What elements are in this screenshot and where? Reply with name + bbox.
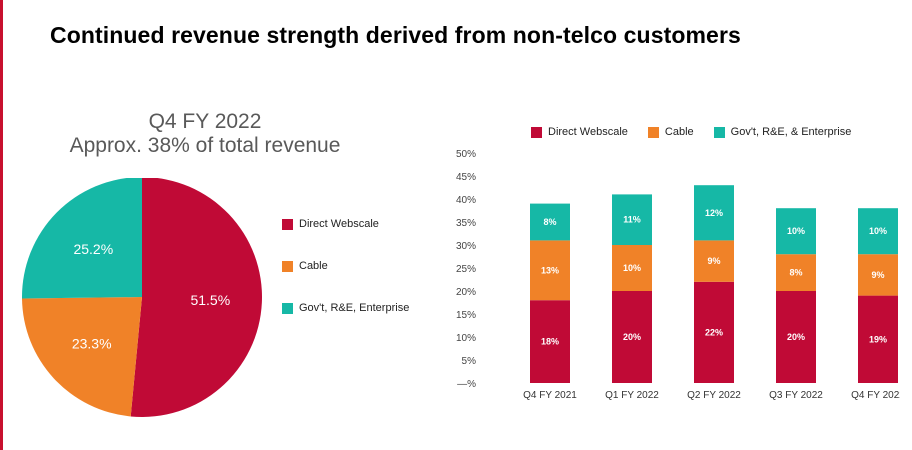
y-tick-label: 35%	[456, 218, 476, 229]
y-tick-label: 15%	[456, 310, 476, 321]
pie-slice-cable	[22, 297, 142, 417]
x-tick-label: Q4 FY 2022	[851, 390, 900, 401]
pie-slice-direct-webscale	[130, 178, 262, 417]
bar-segment-gov-t-r-e-enterprise	[694, 185, 734, 241]
y-tick-label: 40%	[456, 195, 476, 206]
x-tick-label: Q3 FY 2022	[769, 390, 823, 401]
revenue-pie-chart: 51.5% 23.3% 25.2%	[22, 178, 262, 417]
bar-data-label: 10%	[787, 226, 805, 236]
bar-data-label: 9%	[871, 270, 884, 280]
y-tick-label: 20%	[456, 287, 476, 298]
bar-data-label: 8%	[789, 268, 802, 278]
y-tick-label: 5%	[462, 356, 477, 367]
bar-segment-gov-t-r-e-enterprise	[858, 208, 898, 255]
y-tick-label: —%	[457, 379, 476, 390]
pie-legend-item-govt: Gov't, R&E, Enterprise	[282, 302, 409, 314]
bar-data-label: 10%	[623, 263, 641, 273]
slide-title: Continued revenue strength derived from …	[50, 22, 741, 48]
bar-data-label: 10%	[869, 226, 887, 236]
bar-segment-gov-t-r-e-enterprise	[530, 203, 570, 241]
pie-chart-title: Q4 FY 2022	[148, 110, 262, 133]
bar-segment-direct-webscale	[776, 291, 816, 383]
bar-segment-cable	[612, 245, 652, 291]
bar-data-label: 20%	[787, 332, 805, 342]
bar-data-label: 19%	[869, 334, 887, 344]
bar-data-label: 22%	[705, 327, 723, 337]
x-tick-label: Q1 FY 2022	[605, 390, 659, 401]
bar-segment-direct-webscale	[694, 281, 734, 383]
bar-legend-label: Gov't, R&E, & Enterprise	[730, 126, 852, 138]
y-tick-label: 50%	[456, 149, 476, 160]
bar-legend-label: Cable	[664, 126, 694, 138]
bar-legend: Direct Webscale Cable Gov't, R&E, & Ente…	[531, 126, 871, 138]
x-tick-label: Q4 FY 2021	[523, 390, 577, 401]
pie-legend: Direct Webscale Cable Gov't, R&E, Enterp…	[282, 218, 409, 344]
pie-legend-item-direct-webscale: Direct Webscale	[282, 218, 409, 230]
pie-legend-item-cable: Cable	[282, 260, 409, 272]
bar-segment-direct-webscale	[530, 300, 570, 383]
bar-data-label: 20%	[623, 332, 641, 342]
pie-legend-swatch	[282, 302, 293, 314]
bar-legend-item-govt: Gov't, R&E, & Enterprise	[713, 126, 852, 138]
bar-segment-cable	[530, 240, 570, 301]
bar-legend-swatch	[531, 126, 542, 138]
pie-legend-label: Gov't, R&E, Enterprise	[299, 302, 410, 314]
pie-legend-swatch	[282, 260, 293, 272]
bar-segment-cable	[858, 254, 898, 296]
pie-chart-header: Q4 FY 2022 Approx. 38% of total revenue	[40, 110, 370, 158]
bar-data-label: 9%	[707, 256, 720, 266]
bar-data-label: 11%	[623, 215, 641, 225]
slide-accent-bar	[0, 0, 3, 450]
bar-legend-item-direct-webscale: Direct Webscale	[531, 126, 628, 138]
pie-legend-swatch	[282, 218, 293, 230]
bar-data-label: 12%	[705, 208, 723, 218]
bar-data-label: 18%	[541, 337, 559, 347]
bar-segment-cable	[694, 240, 734, 282]
y-tick-label: 10%	[456, 333, 476, 344]
bar-segment-gov-t-r-e-enterprise	[776, 208, 816, 255]
bar-segment-gov-t-r-e-enterprise	[612, 194, 652, 245]
pie-legend-label: Direct Webscale	[299, 218, 379, 230]
bar-segment-direct-webscale	[858, 295, 898, 383]
y-tick-label: 30%	[456, 241, 476, 252]
bar-legend-swatch	[647, 126, 659, 138]
quarterly-stacked-bar-chart: —% 5% 10% 15% 20% 25% 30% 35% 40% 45% 50% 18% 13% 8% Q…	[456, 149, 900, 401]
y-tick-label: 25%	[456, 264, 476, 275]
bar-legend-label: Direct Webscale	[548, 126, 628, 138]
y-tick-label: 45%	[456, 172, 476, 183]
bar-legend-item-cable: Cable	[647, 126, 694, 138]
x-tick-label: Q2 FY 2022	[687, 390, 741, 401]
pie-slice-label: 25.2%	[73, 241, 113, 257]
bar-segment-cable	[776, 254, 816, 291]
bar-legend-swatch	[713, 126, 725, 138]
pie-legend-label: Cable	[299, 260, 328, 272]
bar-data-label: 8%	[543, 217, 556, 227]
pie-slice-label: 23.3%	[72, 335, 112, 351]
bar-data-label: 13%	[541, 265, 559, 275]
pie-chart-subtitle: Approx. 38% of total revenue	[69, 134, 341, 157]
bar-segment-direct-webscale	[612, 291, 652, 383]
pie-slice-gov-t-r-e-enterprise	[22, 178, 142, 299]
pie-slice-label: 51.5%	[190, 292, 230, 308]
